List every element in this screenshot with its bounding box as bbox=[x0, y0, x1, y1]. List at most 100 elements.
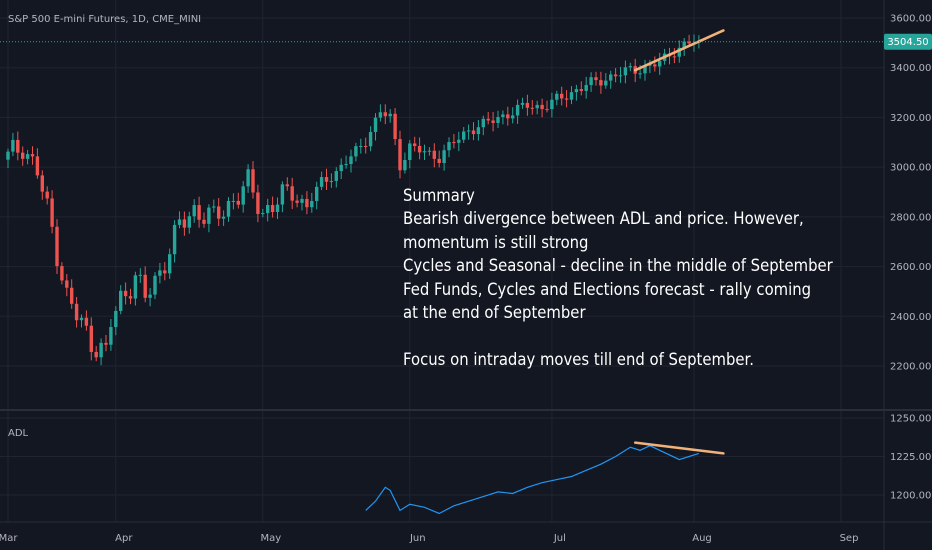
candle bbox=[471, 122, 476, 141]
candle bbox=[45, 186, 49, 205]
candle bbox=[491, 112, 495, 132]
summary-line: Bearish divergence between ADL and price… bbox=[403, 209, 804, 229]
x-tick-label: Sep bbox=[840, 533, 859, 544]
candle bbox=[413, 136, 417, 152]
candle bbox=[133, 271, 138, 306]
candle bbox=[246, 164, 250, 193]
y-tick-label: 2600.00 bbox=[890, 262, 931, 273]
candle bbox=[408, 139, 412, 169]
candle bbox=[437, 150, 441, 168]
y-tick-label: 2200.00 bbox=[890, 362, 931, 373]
candle bbox=[393, 108, 397, 146]
candle bbox=[496, 110, 500, 128]
adl-pane-title: ADL bbox=[8, 428, 29, 439]
candle bbox=[515, 99, 520, 124]
candle bbox=[11, 132, 15, 157]
candle bbox=[525, 94, 530, 116]
candle bbox=[79, 314, 84, 328]
candle bbox=[604, 73, 608, 89]
candle bbox=[315, 181, 319, 210]
candle bbox=[168, 248, 172, 279]
candle bbox=[417, 137, 422, 160]
candle bbox=[466, 124, 471, 140]
candle bbox=[609, 70, 613, 89]
candle bbox=[422, 144, 427, 161]
candle bbox=[295, 194, 299, 208]
candle bbox=[119, 285, 123, 315]
summary-line: momentum is still strong bbox=[403, 232, 589, 252]
candle bbox=[373, 113, 378, 141]
candle bbox=[212, 199, 216, 213]
candle bbox=[310, 192, 314, 213]
y-tick-label: 3400.00 bbox=[890, 63, 931, 74]
candle bbox=[658, 52, 662, 75]
candle bbox=[540, 98, 544, 118]
adl-y-tick-label: 1225.00 bbox=[890, 452, 931, 463]
candle bbox=[94, 346, 98, 362]
candle bbox=[187, 211, 191, 234]
summary-line: Summary bbox=[403, 186, 475, 205]
adl-series bbox=[365, 445, 700, 515]
candle bbox=[16, 131, 20, 161]
adl-trendline[interactable] bbox=[633, 441, 725, 455]
price-trendline[interactable] bbox=[633, 29, 725, 72]
candle bbox=[672, 48, 677, 64]
candle bbox=[432, 143, 436, 168]
candle bbox=[285, 177, 289, 191]
candle bbox=[564, 90, 569, 108]
y-tick-label: 2800.00 bbox=[890, 212, 931, 223]
candle bbox=[221, 210, 226, 226]
candle bbox=[579, 81, 583, 96]
candle bbox=[256, 184, 260, 223]
candle bbox=[584, 76, 588, 99]
candle bbox=[30, 146, 35, 165]
candle bbox=[55, 219, 59, 275]
candle bbox=[457, 131, 461, 152]
candle bbox=[182, 211, 187, 236]
candle bbox=[275, 197, 280, 219]
x-tick-label: Jul bbox=[553, 533, 566, 544]
candle bbox=[305, 191, 309, 215]
candle bbox=[506, 106, 510, 126]
candle bbox=[84, 310, 89, 331]
candle bbox=[334, 167, 338, 188]
candle bbox=[447, 137, 451, 158]
candle bbox=[569, 86, 574, 105]
candle bbox=[344, 155, 348, 169]
candle bbox=[192, 199, 196, 223]
candlestick-series bbox=[6, 34, 701, 366]
candle bbox=[594, 71, 598, 86]
candle bbox=[99, 338, 103, 366]
candle bbox=[74, 296, 79, 328]
chart-title: S&P 500 E-mini Futures, 1D, CME_MINI bbox=[8, 14, 201, 25]
candle bbox=[486, 111, 490, 125]
summary-line: at the end of September bbox=[403, 302, 586, 322]
candle bbox=[231, 193, 236, 210]
candle bbox=[35, 148, 40, 179]
candle bbox=[21, 146, 25, 166]
candle bbox=[378, 104, 383, 122]
candle bbox=[280, 181, 285, 213]
summary-line bbox=[403, 324, 853, 347]
trendlines[interactable] bbox=[633, 29, 725, 455]
candle bbox=[535, 100, 539, 115]
candle bbox=[261, 208, 265, 218]
candle bbox=[324, 168, 329, 190]
last-price-tag: 3504.50 bbox=[884, 33, 932, 50]
candle bbox=[50, 190, 54, 234]
candle bbox=[241, 181, 245, 213]
candle bbox=[25, 149, 30, 165]
candle bbox=[462, 127, 466, 143]
summary-annotation[interactable]: Summary Bearish divergence between ADL a… bbox=[403, 184, 853, 371]
grid-lines bbox=[0, 0, 884, 522]
candle bbox=[618, 66, 623, 83]
adl-y-tick-label: 1250.00 bbox=[890, 414, 931, 425]
candle bbox=[128, 288, 133, 305]
last-price-value: 3504.50 bbox=[887, 37, 928, 48]
summary-line: Fed Funds, Cycles and Elections forecast… bbox=[403, 279, 812, 299]
candle bbox=[574, 84, 579, 101]
candle bbox=[643, 59, 647, 81]
candle bbox=[217, 197, 221, 226]
